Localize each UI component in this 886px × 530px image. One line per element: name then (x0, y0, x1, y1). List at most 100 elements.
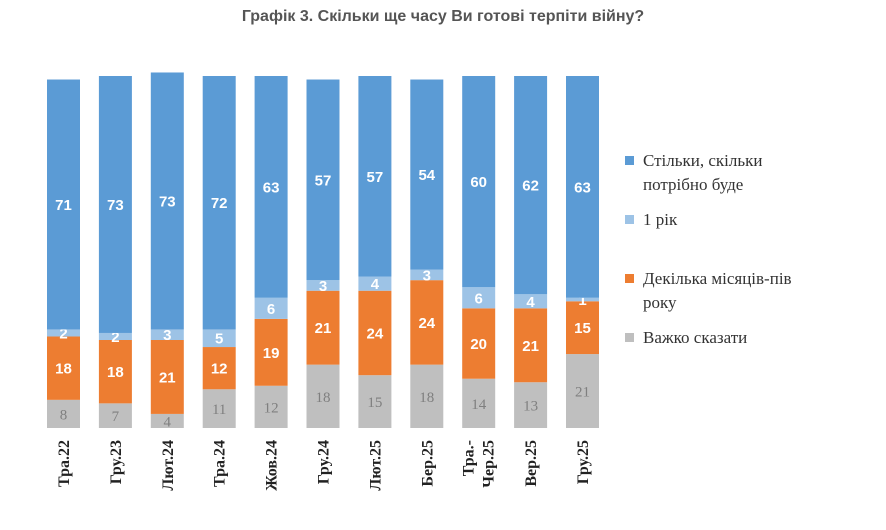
bar-segment (410, 364, 444, 428)
svg-text:Вер.25: Вер.25 (523, 440, 540, 487)
bar-segment (514, 294, 548, 309)
data-label: 3 (163, 327, 171, 344)
data-label: 4 (371, 276, 380, 293)
bar-segment (254, 385, 288, 428)
bar-segment (358, 375, 392, 428)
bar-segment (150, 329, 184, 340)
data-label: 62 (522, 178, 539, 195)
data-label: 63 (263, 179, 280, 196)
bar-segment (202, 389, 236, 428)
bar-segment (306, 364, 340, 428)
x-tick-label: Жов.24 (264, 440, 281, 491)
svg-text:Гру.25: Гру.25 (575, 440, 592, 484)
data-label: 57 (367, 169, 384, 186)
svg-text:Жов.24: Жов.24 (264, 440, 281, 491)
bar-segment (410, 269, 444, 281)
data-label: 6 (267, 301, 275, 318)
bar-segment (566, 301, 599, 355)
bars-layer: 8182717182734213731112572121966318213571… (47, 72, 599, 430)
bar-segment (306, 79, 340, 281)
data-label: 60 (470, 174, 487, 191)
data-label: 21 (575, 385, 590, 401)
bar-segment (98, 332, 132, 340)
data-label: 72 (211, 195, 228, 212)
bar-segment (202, 347, 236, 390)
bar-segment (98, 403, 132, 428)
data-label: 18 (107, 364, 124, 381)
data-label: 54 (418, 167, 435, 184)
data-label: 4 (526, 294, 535, 311)
svg-text:Бер.25: Бер.25 (419, 440, 436, 487)
svg-text:Тра.-: Тра.- (461, 440, 478, 476)
legend-label: Стільки, скільки (643, 151, 762, 170)
x-tick-label: Лют.25 (367, 440, 384, 491)
x-tick-label: Тра.22 (56, 440, 73, 487)
svg-text:Лют.25: Лют.25 (367, 440, 384, 491)
data-label: 73 (159, 193, 176, 210)
bar-segment (462, 287, 496, 309)
bar-segment (306, 280, 340, 291)
data-label: 21 (315, 320, 332, 337)
data-label: 2 (111, 329, 119, 346)
bar-segment (462, 76, 496, 288)
legend-label: 1 рік (643, 210, 678, 229)
x-tick-label: Бер.25 (419, 440, 436, 487)
bar-segment (358, 290, 392, 376)
bar-segment (514, 308, 548, 383)
x-tick-label: Гру.25 (575, 440, 592, 484)
x-tick-label: Тра.- Чер.25 (461, 440, 498, 488)
bar-segment (47, 336, 80, 400)
bar-segment (254, 318, 288, 386)
bar-segment (150, 72, 184, 330)
data-label: 11 (212, 402, 226, 418)
legend: Стільки, скільки потрібно буде 1 рік Декіль… (625, 151, 792, 347)
x-tick-label: Лют.24 (160, 440, 177, 491)
data-label: 71 (55, 197, 72, 214)
data-label: 12 (264, 400, 279, 416)
bar-segment (98, 76, 132, 333)
data-label: 5 (215, 331, 223, 348)
data-label: 4 (164, 414, 172, 430)
bar-segment (202, 329, 236, 348)
data-label: 3 (423, 267, 431, 284)
data-label: 18 (55, 361, 72, 378)
bar-segment (566, 354, 599, 428)
bar-segment (462, 378, 496, 428)
data-label: 73 (107, 197, 124, 214)
legend-swatch (625, 274, 634, 283)
legend-label: року (643, 293, 677, 312)
bar-segment (514, 382, 548, 428)
svg-text:Тра.22: Тра.22 (56, 440, 73, 487)
bar-segment (306, 290, 340, 365)
data-label: 2 (59, 325, 67, 342)
data-label: 12 (211, 361, 228, 378)
x-tick-label: Гру.24 (316, 440, 333, 484)
data-label: 8 (60, 407, 68, 423)
data-label: 13 (523, 399, 538, 415)
legend-swatch (625, 333, 634, 342)
bar-segment (202, 76, 236, 330)
data-label: 15 (367, 395, 382, 411)
data-label: 63 (574, 179, 591, 196)
bar-segment (410, 79, 444, 270)
svg-text:Гру.24: Гру.24 (316, 440, 333, 484)
bar-segment (47, 329, 80, 337)
data-label: 7 (112, 409, 120, 425)
bar-segment (254, 297, 288, 319)
bar-segment (566, 76, 599, 298)
bar-segment (358, 276, 392, 291)
data-label: 24 (367, 325, 384, 342)
bar-segment (47, 79, 80, 330)
svg-text:Лют.24: Лют.24 (160, 440, 177, 491)
bar-segment (566, 297, 599, 302)
x-tick-label: Гру.23 (108, 440, 125, 484)
legend-swatch (625, 156, 634, 165)
data-label: 24 (418, 315, 435, 332)
legend-swatch (625, 215, 634, 224)
chart-title: Графік 3. Скільки ще часу Ви готові терп… (241, 8, 645, 25)
bar-segment (150, 340, 184, 414)
data-label: 14 (471, 397, 487, 413)
bar-segment (254, 76, 288, 298)
legend-label: потрібно буде (643, 175, 743, 194)
